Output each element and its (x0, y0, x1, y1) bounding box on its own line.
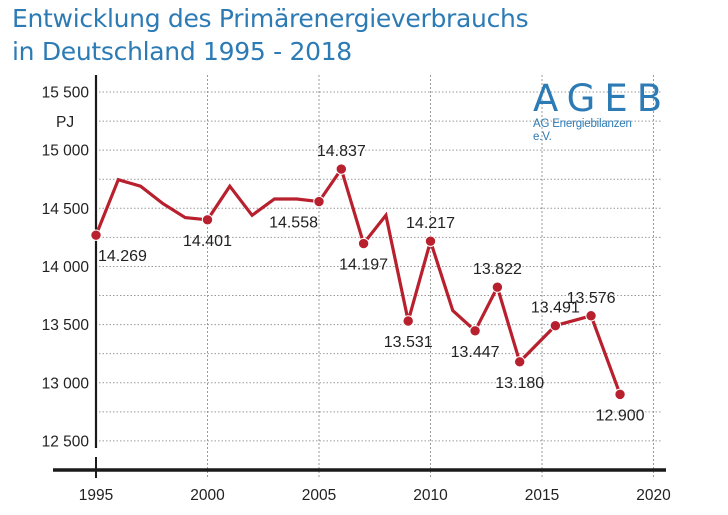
data-label: 12.900 (596, 407, 645, 424)
data-point-marker (357, 237, 370, 250)
data-point-marker (549, 319, 562, 332)
chart-title-line-2: in Deutschland 1995 - 2018 (12, 37, 352, 66)
data-point-marker (469, 325, 481, 337)
data-label: 13.531 (384, 334, 433, 351)
axes (53, 75, 666, 478)
data-point-marker (201, 214, 214, 226)
data-point-marker (90, 229, 102, 241)
y-tick-label: 15 500 (42, 85, 90, 102)
y-tick-label: 12 500 (42, 433, 90, 450)
data-point-marker (424, 235, 437, 247)
ageb-logo: AGEB AG Energiebilanzen e.V. (533, 77, 672, 144)
y-axis-label: PJ (56, 114, 74, 131)
x-tick-label: 1995 (79, 487, 113, 504)
data-point-marker (402, 315, 414, 327)
data-label: 13.822 (473, 261, 522, 278)
x-tick-label: 2000 (190, 487, 225, 504)
data-label: 13.491 (531, 300, 580, 317)
data-point-marker (585, 310, 597, 322)
data-point-marker (313, 195, 325, 208)
data-label: 14.217 (406, 215, 455, 232)
grid-lines (99, 75, 662, 478)
data-label: 13.576 (567, 290, 616, 307)
data-label: 14.558 (269, 215, 318, 232)
x-tick-label: 2010 (413, 487, 448, 504)
y-tick-labels: 12 500 13 000 13 500 14 000 14 500 15 000 15 5… (42, 85, 90, 451)
data-label: 14.401 (183, 233, 232, 250)
logo-wordmark: AGEB (533, 77, 672, 120)
data-point-marker (335, 163, 347, 175)
data-label: 13.180 (495, 375, 544, 392)
data-series (90, 163, 626, 401)
x-tick-label: 2005 (302, 487, 336, 504)
data-point-marker (491, 281, 504, 293)
data-label: 14.197 (339, 257, 388, 274)
y-tick-label: 13 500 (42, 317, 90, 334)
data-labels: 14.269 14.401 14.558 14.837 14.197 13.531 14.2… (98, 143, 645, 424)
data-label: 14.269 (98, 248, 147, 265)
y-tick-label: 15 000 (42, 143, 90, 160)
logo-subtitle: AG Energiebilanzen e.V. (533, 118, 632, 143)
y-tick-label: 13 000 (42, 375, 90, 392)
data-label: 13.447 (451, 344, 500, 361)
series-line (94, 165, 622, 395)
chart-title-line-1: Entwicklung des Primärenergieverbrauchs (12, 4, 529, 33)
x-tick-label: 2020 (636, 487, 671, 504)
chart-title: Entwicklung des Primärenergieverbrauchs … (12, 2, 529, 68)
data-point-marker (514, 356, 526, 368)
y-tick-label: 14 500 (42, 201, 90, 218)
data-label: 14.837 (317, 143, 366, 160)
y-tick-label: 14 000 (42, 259, 90, 276)
data-point-marker (614, 388, 626, 401)
x-tick-label: 2015 (525, 487, 559, 504)
x-tick-labels: 1995 2000 2005 2010 2015 2020 (79, 487, 671, 504)
